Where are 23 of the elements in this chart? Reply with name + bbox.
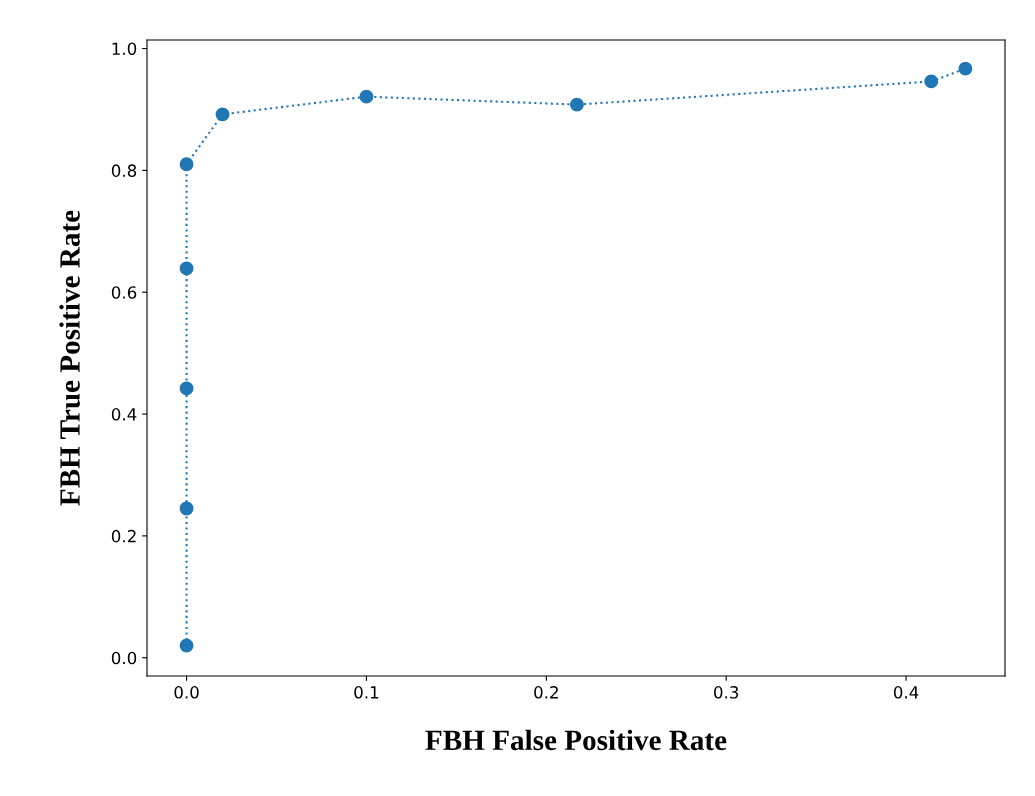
x-tick-label: 0.4 bbox=[893, 686, 919, 699]
point bbox=[179, 157, 194, 172]
x-tick-label: 0.0 bbox=[174, 686, 199, 699]
y-tick-label: 0.2 bbox=[111, 529, 136, 543]
point bbox=[179, 261, 194, 276]
y-tick-label: 0.6 bbox=[111, 286, 137, 299]
point bbox=[179, 638, 194, 653]
point bbox=[179, 501, 194, 516]
point bbox=[359, 89, 374, 104]
point bbox=[924, 74, 939, 89]
y-tick-label: 0.4 bbox=[111, 408, 137, 421]
point bbox=[569, 97, 584, 112]
y-tick-label: 0.0 bbox=[111, 651, 137, 665]
point bbox=[215, 107, 230, 122]
x-tick-label: 0.2 bbox=[534, 686, 558, 699]
point bbox=[179, 381, 194, 396]
x-axis-title: FBH False Positive Rate bbox=[425, 729, 727, 751]
y-tick-label: 0.8 bbox=[111, 164, 137, 177]
point bbox=[958, 61, 973, 76]
y-tick-label: 1.0 bbox=[112, 42, 137, 56]
x-tick-label: 0.3 bbox=[714, 686, 739, 699]
y-axis-title: FBH True Positive Rate bbox=[59, 210, 80, 506]
x-tick-label: 0.1 bbox=[354, 686, 379, 699]
